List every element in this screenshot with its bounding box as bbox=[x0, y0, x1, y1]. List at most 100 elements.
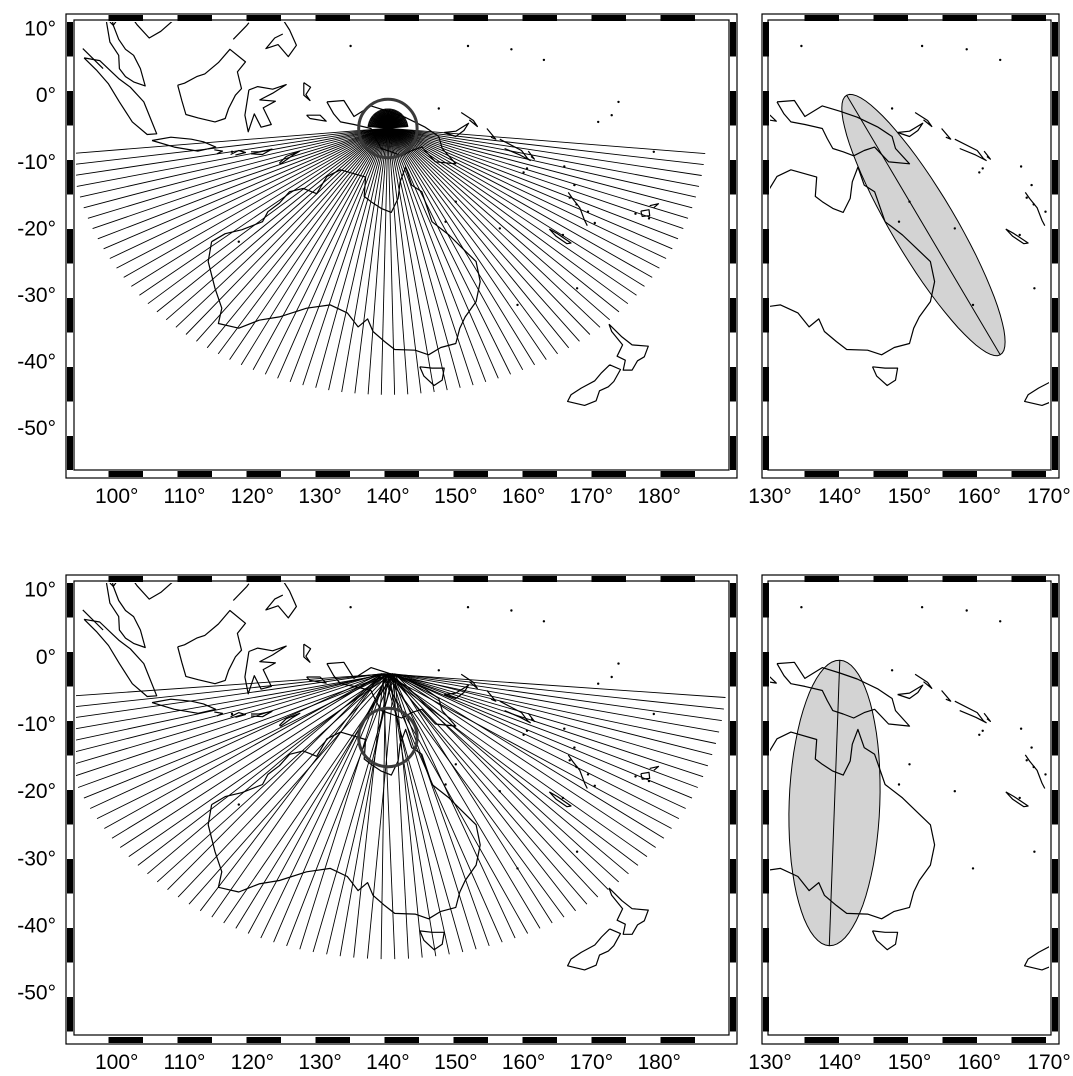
coastline-luzon bbox=[700, 533, 716, 562]
coastline-borneo bbox=[624, 611, 694, 684]
coastline-tasmania bbox=[873, 931, 898, 950]
coastline-newireland bbox=[461, 113, 477, 127]
lon-tick-label: 140° bbox=[366, 1051, 409, 1074]
ray-line bbox=[50, 674, 389, 698]
bottom-main-border-segment bbox=[730, 928, 736, 963]
top-main-border-segment bbox=[592, 471, 627, 477]
coastline-mindoro bbox=[254, 5, 262, 13]
ray-line bbox=[129, 674, 393, 857]
island-marker bbox=[1033, 851, 1035, 853]
lon-tick-label: 180° bbox=[637, 485, 680, 508]
island-marker bbox=[1033, 766, 1035, 768]
bottom-inset-border-segment bbox=[763, 859, 769, 894]
coastline-halmahera bbox=[753, 83, 760, 101]
bottom-panel: 100° 110° 120° 130° 140° 150° 160° 170° 180°10°0… bbox=[17, 509, 1073, 1074]
ray-line bbox=[394, 674, 552, 923]
coastline-indochina bbox=[547, 509, 625, 599]
bottom-inset-border-segment bbox=[1052, 583, 1058, 618]
top-main-border-segment bbox=[730, 367, 736, 402]
lon-tick-label: 130° bbox=[298, 1051, 341, 1074]
top-inset-border-segment bbox=[763, 160, 769, 195]
top-inset-border-segment bbox=[763, 436, 769, 470]
bottom-main-border-segment bbox=[67, 652, 73, 687]
ray-line bbox=[390, 674, 598, 897]
top-main-border-segment bbox=[454, 471, 489, 477]
top-inset-border-segment bbox=[1052, 436, 1058, 470]
bottom-inset-map: 130° 140° 150° 160° 170° bbox=[526, 509, 1073, 1074]
coastline-luzon bbox=[700, 0, 716, 1]
bottom-main-inner-border bbox=[74, 581, 729, 1035]
island-marker bbox=[921, 606, 923, 608]
lat-tick-label: 0° bbox=[36, 646, 56, 669]
bottom-main-border-segment bbox=[730, 859, 736, 894]
island-marker bbox=[999, 59, 1001, 61]
bottom-main-border-segment bbox=[523, 576, 558, 582]
ray-line bbox=[391, 674, 721, 721]
top-main-border-segment bbox=[247, 15, 282, 21]
top-main-border-segment bbox=[316, 471, 351, 477]
top-inset-border-segment bbox=[1052, 160, 1058, 195]
coastline-bougainville bbox=[942, 129, 951, 140]
island-marker bbox=[611, 676, 613, 678]
ray-line bbox=[68, 674, 382, 766]
lon-tick-label: 160° bbox=[502, 485, 545, 508]
coastline-newcaledonia bbox=[549, 229, 571, 244]
bottom-main-map: 100° 110° 120° 130° 140° 150° 160° 170° 180°10°0… bbox=[17, 509, 737, 1074]
bottom-rays bbox=[50, 674, 725, 959]
top-main-border-segment bbox=[730, 229, 736, 264]
coastline-mindoro bbox=[702, 566, 710, 574]
inset-lon-tick-label: 170° bbox=[1027, 1051, 1070, 1074]
bottom-inset-border-segment bbox=[1012, 576, 1047, 582]
bottom-main-border-segment bbox=[316, 1037, 351, 1043]
bottom-main-border-segment bbox=[67, 790, 73, 825]
ray-line bbox=[383, 674, 725, 698]
ray-line bbox=[313, 674, 395, 952]
island-marker bbox=[634, 775, 636, 777]
island-marker bbox=[1020, 165, 1022, 167]
island-marker bbox=[455, 763, 457, 765]
lon-tick-label: 160° bbox=[502, 1051, 545, 1074]
coastline-mindoro bbox=[702, 5, 710, 13]
bottom-ellipse-group bbox=[789, 660, 880, 946]
island-marker bbox=[617, 662, 619, 664]
lon-tick-label: 110° bbox=[164, 485, 206, 508]
bottom-main-border-segment bbox=[109, 576, 144, 582]
island-marker bbox=[1030, 746, 1032, 748]
coastline-palawan bbox=[233, 23, 249, 40]
island-marker bbox=[438, 669, 440, 671]
inset-lon-tick-label: 160° bbox=[958, 1051, 1001, 1074]
island-marker bbox=[569, 759, 571, 761]
coastline-bougainville bbox=[487, 129, 496, 140]
lon-tick-label: 120° bbox=[231, 485, 274, 508]
island-marker bbox=[467, 606, 469, 608]
bottom-main-border-segment bbox=[385, 1037, 420, 1043]
coastline-tasmania bbox=[873, 367, 898, 386]
lon-tick-label: 150° bbox=[434, 485, 477, 508]
coastline-philippines bbox=[256, 2, 297, 57]
bottom-main-border-segment bbox=[67, 583, 73, 618]
ray-line bbox=[388, 674, 540, 929]
inset-lon-tick-label: 160° bbox=[958, 485, 1001, 508]
coastline-luzon bbox=[252, 533, 268, 562]
ray-line bbox=[367, 674, 394, 959]
ray-line bbox=[384, 674, 672, 829]
top-main-border-segment bbox=[316, 15, 351, 21]
island-marker bbox=[972, 304, 974, 306]
top-main-border-segment bbox=[67, 367, 73, 402]
ray-line bbox=[381, 110, 498, 379]
bottom-main-border-segment bbox=[67, 859, 73, 894]
island-marker bbox=[563, 728, 565, 730]
lat-tick-label: -40° bbox=[17, 351, 56, 374]
island-marker bbox=[510, 48, 512, 50]
bottom-inset-border-segment bbox=[874, 1037, 909, 1043]
island-marker bbox=[685, 241, 687, 243]
island-marker bbox=[872, 5, 874, 7]
ray-line bbox=[189, 674, 392, 905]
lon-tick-label: 170° bbox=[570, 485, 613, 508]
island-marker bbox=[543, 620, 545, 622]
island-marker bbox=[898, 783, 900, 785]
island-marker bbox=[653, 151, 655, 153]
coastline-philippines bbox=[256, 563, 297, 618]
coastline-malaita bbox=[984, 713, 990, 721]
bottom-inset-border-segment bbox=[943, 1037, 978, 1043]
